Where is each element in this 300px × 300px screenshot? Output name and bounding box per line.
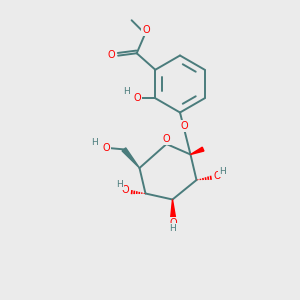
Text: H: H [116,180,122,189]
Text: O: O [108,50,115,60]
Text: O: O [169,218,177,228]
Text: O: O [162,134,170,144]
Text: H: H [92,138,98,147]
Text: H: H [219,167,226,176]
Text: O: O [102,143,110,153]
Polygon shape [190,147,204,155]
Text: H: H [169,224,176,233]
Polygon shape [171,200,176,217]
Text: O: O [142,25,150,35]
Text: O: O [214,171,221,181]
Polygon shape [122,148,140,168]
Text: O: O [180,121,188,131]
Text: O: O [134,93,141,103]
Text: O: O [121,184,129,195]
Text: H: H [123,87,130,96]
